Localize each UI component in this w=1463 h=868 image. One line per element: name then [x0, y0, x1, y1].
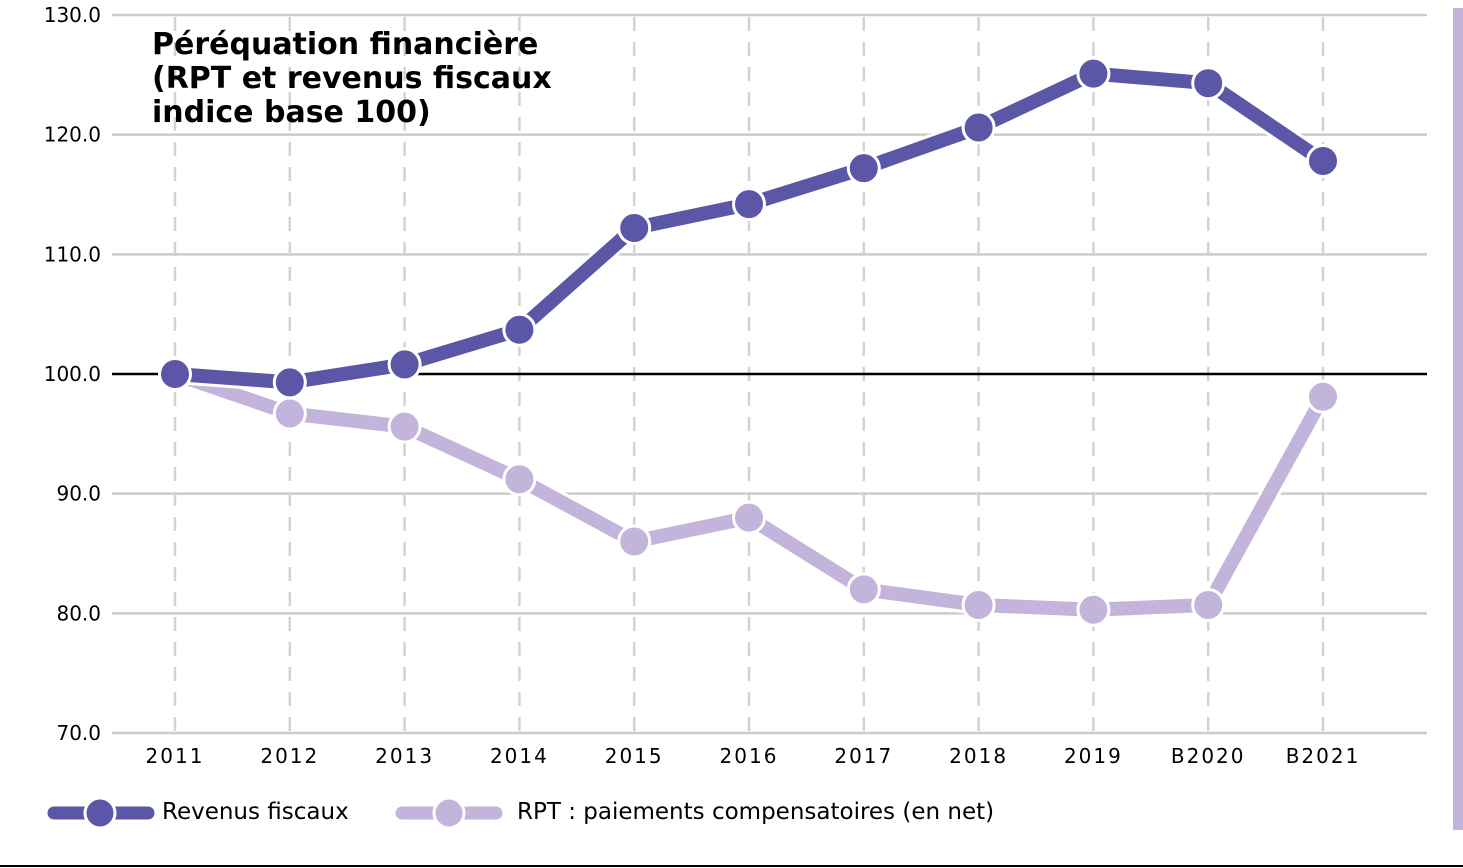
y-tick-label: 110.0 [44, 242, 101, 266]
data-point [502, 462, 537, 497]
x-tick-label: 2016 [720, 744, 779, 768]
y-tick-label: 80.0 [56, 601, 101, 625]
y-tick-label: 130.0 [44, 3, 101, 27]
x-axis-ticks: 2011 2012 2013 2014 2015 2016 2017 2018 2019 B202… [146, 744, 1361, 768]
data-point [732, 500, 766, 535]
data-point [387, 409, 422, 444]
data-point [1076, 56, 1111, 91]
chart-title-line-2: (RPT et revenus fiscaux [152, 61, 552, 96]
x-tick-label: 2018 [949, 744, 1008, 768]
data-point [1191, 587, 1226, 622]
chart-title-line-1: Péréquation financière [152, 27, 538, 62]
series-revenus-fiscaux [158, 56, 1340, 400]
legend-swatch-marker [432, 796, 466, 830]
chart-title: Péréquation financière (RPT et revenus f… [152, 27, 562, 130]
x-tick-label: B2020 [1171, 744, 1246, 768]
data-point [158, 357, 192, 391]
y-axis-ticks: 130.0 120.0 110.0 100.0 90.0 80.0 70.0 [44, 3, 101, 745]
legend-label: Revenus fiscaux [162, 799, 349, 825]
x-tick-label: 2015 [605, 744, 664, 768]
horizontal-gridlines [112, 13, 1427, 735]
data-point [502, 312, 537, 347]
data-point [961, 587, 996, 622]
data-point [1076, 592, 1111, 627]
data-point [961, 110, 996, 145]
data-point [846, 572, 881, 607]
x-tick-label: 2013 [375, 744, 434, 768]
data-point [732, 187, 766, 222]
y-tick-label: 70.0 [56, 721, 101, 745]
y-tick-label: 120.0 [44, 123, 101, 147]
x-tick-label: 2019 [1064, 744, 1123, 768]
legend-label: RPT : paiements compensatoires (en net) [517, 799, 994, 825]
legend: Revenus fiscaux RPT : paiements compensat… [47, 796, 994, 830]
data-point [387, 347, 422, 382]
data-point [272, 396, 307, 431]
x-tick-label: 2011 [146, 744, 205, 768]
chart-title-line-3: indice base 100) [152, 95, 431, 130]
data-point [617, 211, 652, 246]
legend-item: Revenus fiscaux [47, 796, 349, 830]
y-tick-label: 100.0 [44, 362, 101, 386]
data-point [617, 524, 652, 559]
x-tick-label: 2012 [260, 744, 319, 768]
y-tick-label: 90.0 [56, 482, 101, 506]
x-tick-label: 2014 [490, 744, 549, 768]
x-tick-label: B2021 [1286, 744, 1361, 768]
series-group [158, 56, 1340, 627]
right-accent-bar [1453, 8, 1463, 830]
x-tick-label: 2017 [834, 744, 893, 768]
data-point [1306, 143, 1340, 178]
data-point [846, 151, 881, 186]
data-point [1306, 379, 1340, 414]
data-point [1191, 66, 1226, 101]
legend-item: RPT : paiements compensatoires (en net) [395, 796, 994, 830]
legend-swatch-marker [83, 796, 117, 830]
data-point [272, 365, 307, 400]
